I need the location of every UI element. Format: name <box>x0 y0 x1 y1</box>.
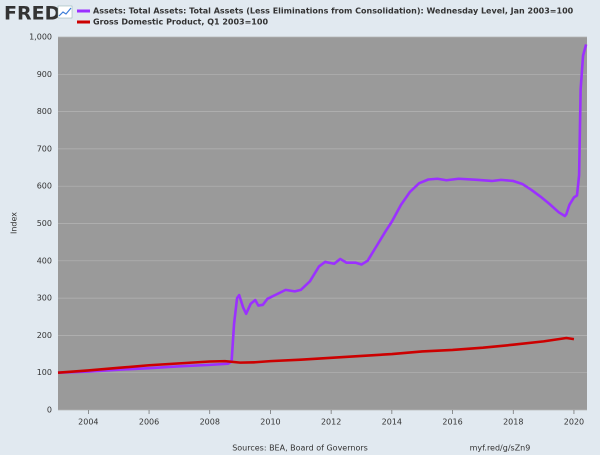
y-tick-label: 600 <box>37 182 52 191</box>
legend-label: Assets: Total Assets: Total Assets (Less… <box>93 7 574 16</box>
series-line <box>57 44 588 374</box>
x-tick-label: 2020 <box>564 418 584 427</box>
x-tick-label: 2010 <box>260 418 280 427</box>
y-tick-label: 900 <box>37 70 52 79</box>
y-tick-label: 700 <box>37 144 52 153</box>
x-tick-label: 2008 <box>200 418 220 427</box>
y-tick-label: 100 <box>37 368 52 377</box>
series-line <box>57 336 575 374</box>
x-tick-label: 2016 <box>442 418 462 427</box>
source: Sources: BEA, Board of Governors <box>232 444 368 453</box>
y-tick-label: 0 <box>47 406 52 415</box>
y-tick-label: 800 <box>37 107 52 116</box>
link[interactable]: myf.red/g/sZn9 <box>470 444 531 453</box>
logo: FRED <box>4 3 60 25</box>
y-tick-label: 200 <box>37 331 52 340</box>
x-tick-label: 2006 <box>139 418 159 427</box>
y-tick-label: 300 <box>37 294 52 303</box>
x-tick-label: 2018 <box>503 418 523 427</box>
logo-icon <box>57 5 73 19</box>
legend-label: Gross Domestic Product, Q1 2003=100 <box>93 18 268 27</box>
x-tick-label: 2014 <box>382 418 402 427</box>
x-tick-label: 2004 <box>78 418 98 427</box>
y-tick-label: 500 <box>37 219 52 228</box>
x-tick-label: 2012 <box>321 418 341 427</box>
y-tick-label: 1,000 <box>29 33 52 42</box>
y-axis-label: Index <box>10 212 19 234</box>
y-tick-label: 400 <box>37 256 52 265</box>
